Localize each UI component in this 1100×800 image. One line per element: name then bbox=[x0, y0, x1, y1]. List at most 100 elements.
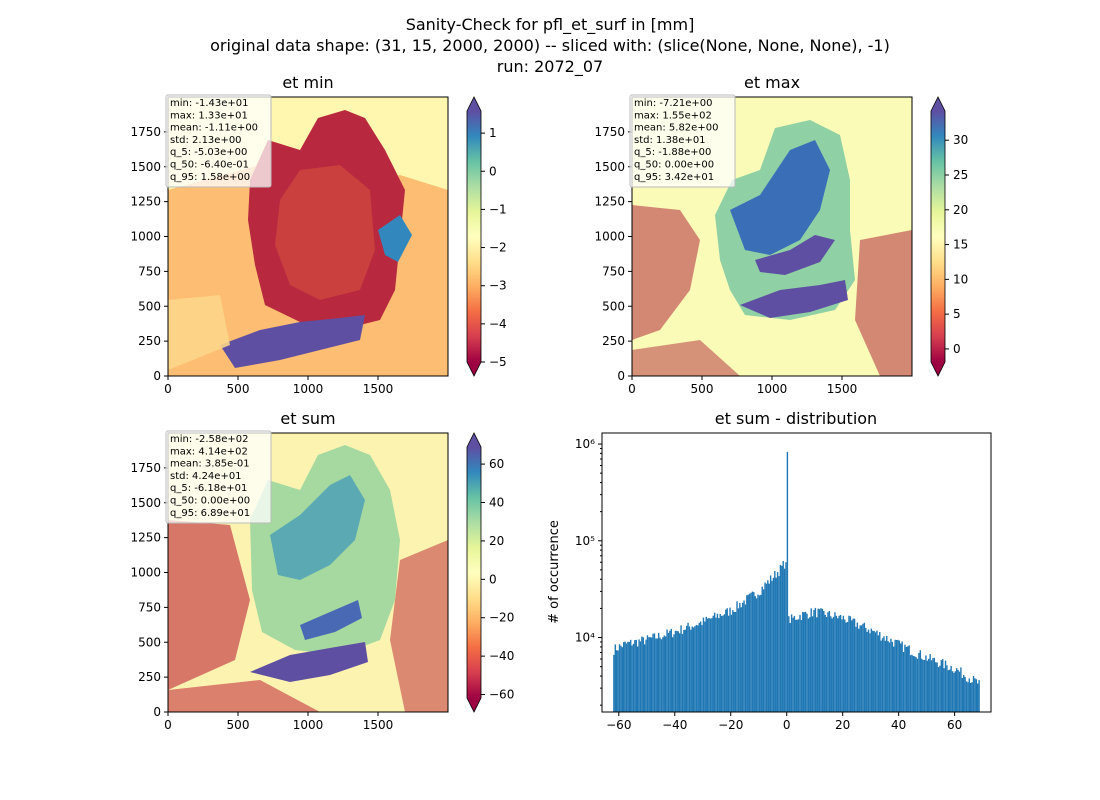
histogram-bar bbox=[940, 660, 943, 712]
histogram-bar bbox=[848, 615, 850, 712]
stats-line: max: 1.55e+02 bbox=[634, 110, 712, 121]
histogram-bar bbox=[620, 645, 622, 712]
panel-et-sum: et sum 0 500 1000 1500 0 250 500 750 1000 1250 15… bbox=[130, 409, 514, 732]
histogram-bar bbox=[971, 682, 973, 712]
histogram-bar bbox=[733, 611, 735, 712]
y-tick-label: 10⁶ bbox=[575, 437, 595, 451]
histogram-bar bbox=[960, 667, 962, 712]
histogram-bar bbox=[751, 591, 754, 712]
y-axis-label: # of occurrence bbox=[547, 520, 562, 624]
colorbar-tick-label: −5 bbox=[489, 355, 507, 369]
histogram-bar bbox=[676, 630, 678, 712]
y-tick-label: 1750 bbox=[130, 461, 161, 475]
histogram-bar bbox=[824, 614, 826, 712]
figure-title-line-3: run: 2072_07 bbox=[497, 57, 603, 77]
histogram-bar bbox=[813, 609, 815, 712]
histogram-bar bbox=[942, 659, 944, 712]
histogram-bar bbox=[825, 617, 828, 712]
histogram-bar bbox=[645, 639, 647, 712]
colorbar-tick-label: −60 bbox=[489, 688, 514, 702]
y-tick-label: 250 bbox=[602, 334, 625, 348]
colorbar: 60 40 20 0 −20 −40 −60 bbox=[466, 432, 514, 713]
histogram-bar bbox=[744, 604, 747, 712]
map-region-west-mixed bbox=[632, 205, 700, 340]
histogram-bar bbox=[867, 629, 870, 712]
histogram-bar bbox=[950, 665, 952, 712]
histogram-bar bbox=[793, 616, 796, 712]
figure-title-line-2: original data shape: (31, 15, 2000, 2000… bbox=[210, 36, 890, 55]
histogram-bar bbox=[716, 613, 719, 712]
map-region-south-left bbox=[168, 295, 230, 370]
histogram-bar bbox=[921, 658, 923, 712]
histogram-bar bbox=[708, 617, 710, 712]
histogram-bar bbox=[951, 671, 954, 712]
y-tick-label: 500 bbox=[138, 299, 161, 313]
y-tick-label: 750 bbox=[138, 600, 161, 614]
histogram-bar bbox=[625, 643, 628, 712]
histogram-bar bbox=[618, 644, 621, 712]
histogram-bar bbox=[842, 615, 845, 712]
x-tick-label: 1000 bbox=[293, 382, 324, 396]
colorbar-tick-label: 0 bbox=[953, 342, 961, 356]
histogram-bar bbox=[863, 622, 866, 712]
x-tick-label: −60 bbox=[606, 718, 631, 732]
x-tick-label: 0 bbox=[164, 718, 172, 732]
histogram-bar bbox=[958, 671, 961, 712]
histogram-bar bbox=[774, 571, 776, 712]
colorbar-tick-label: 30 bbox=[953, 133, 968, 147]
histogram-bar bbox=[821, 608, 824, 712]
histogram-bar bbox=[690, 629, 692, 712]
histogram-bar bbox=[968, 678, 971, 712]
histogram-bar bbox=[788, 616, 790, 712]
panel-title: et min bbox=[282, 73, 333, 92]
histogram-bar bbox=[928, 658, 930, 712]
histogram-bar bbox=[907, 646, 909, 712]
stats-line: q_5: -1.88e+00 bbox=[634, 147, 711, 158]
histogram-bar bbox=[797, 619, 800, 712]
histogram-bar bbox=[634, 640, 636, 712]
histogram-bar bbox=[877, 635, 880, 712]
x-tick-label: 500 bbox=[227, 382, 250, 396]
map-region-east-band bbox=[300, 600, 362, 640]
histogram-bar bbox=[719, 613, 721, 712]
histogram-bar bbox=[725, 609, 727, 712]
panel-title: et max bbox=[744, 73, 800, 92]
histogram-bar bbox=[740, 607, 742, 712]
histogram-bar bbox=[704, 621, 706, 712]
colorbar-tick-label: 40 bbox=[489, 496, 504, 510]
histogram-bar bbox=[747, 594, 749, 712]
histogram-bar bbox=[683, 629, 685, 712]
histogram-bar bbox=[628, 641, 630, 712]
y-tick-label: 1000 bbox=[594, 230, 625, 244]
histogram-bar bbox=[627, 641, 629, 712]
stats-line: q_50: -6.40e-01 bbox=[170, 160, 249, 171]
x-tick-label: 1500 bbox=[827, 382, 858, 396]
histogram-bar bbox=[935, 662, 937, 712]
histogram-bar bbox=[978, 680, 980, 712]
y-tick-label: 1000 bbox=[130, 230, 161, 244]
histogram-bar bbox=[887, 641, 889, 712]
histogram-bar bbox=[692, 627, 695, 712]
histogram-bar bbox=[897, 639, 899, 712]
x-tick-label: 1000 bbox=[293, 718, 324, 732]
histogram-bar bbox=[732, 610, 734, 712]
y-tick-label: 750 bbox=[138, 264, 161, 278]
colorbar-tick-label: −20 bbox=[489, 611, 514, 625]
histogram-bar bbox=[650, 637, 653, 712]
histogram-bar bbox=[769, 575, 772, 712]
histogram-bar bbox=[957, 669, 959, 712]
histogram-bar bbox=[884, 640, 887, 712]
histogram-bar bbox=[866, 631, 868, 712]
histogram-bar bbox=[748, 593, 751, 712]
histogram-bar bbox=[852, 618, 854, 712]
colorbar-tick-label: −4 bbox=[489, 317, 507, 331]
histogram-bar bbox=[811, 616, 814, 712]
histogram-bar bbox=[862, 623, 864, 712]
histogram-bar bbox=[706, 618, 709, 712]
panel-title: et sum - distribution bbox=[715, 409, 877, 428]
map-region-ridge bbox=[755, 235, 835, 275]
map-region-alpine-band bbox=[740, 280, 848, 318]
y-tick-label: 10⁵ bbox=[575, 534, 595, 548]
